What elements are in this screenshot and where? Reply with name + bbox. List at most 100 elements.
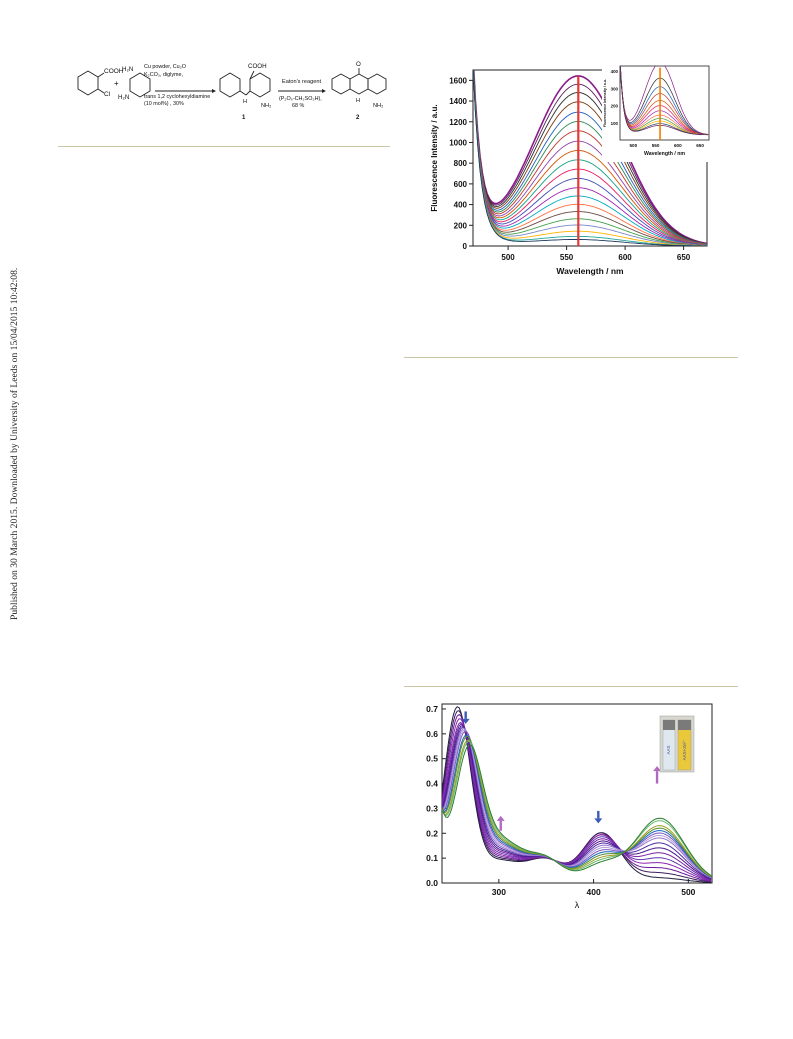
absorbance-series-line	[442, 723, 712, 880]
absorbance-series-group	[442, 706, 712, 883]
inset-y-tick-label: 400	[611, 69, 619, 74]
absorbance-series-line	[442, 744, 712, 876]
y-tick-label: 200	[454, 221, 468, 230]
product2-label: 2	[356, 115, 360, 121]
fluorescence-series-line	[473, 70, 707, 246]
plus-sign: +	[114, 79, 119, 88]
fluorescence-series-line	[473, 70, 707, 246]
reactant2-h2n-top: H₂N	[122, 66, 133, 73]
x-tick-label: 550	[560, 253, 574, 262]
inset-series-line	[620, 66, 709, 135]
inset-y-tick-label: 100	[611, 121, 619, 126]
y-tick-label: 400	[454, 201, 468, 210]
inset-series-line	[620, 66, 709, 135]
fluorescence-series-line	[473, 70, 707, 245]
product1-label: 1	[242, 115, 246, 121]
product2-nh2: NH₂	[373, 103, 383, 109]
product1-nh2: NH₂	[261, 103, 271, 109]
y-tick-label: 0.6	[426, 729, 438, 739]
x-tick-label: 600	[618, 253, 632, 262]
y-tick-label: 1200	[449, 118, 467, 127]
absorbance-chart: 3004005000.00.10.20.30.40.50.60.7λAbsorb…	[426, 703, 713, 910]
step1-line3: trans 1,2 cyclohexyldiamine	[144, 94, 210, 100]
x-tick-label: 650	[677, 253, 691, 262]
fluorescence-series-line	[473, 70, 707, 246]
inset-series-line	[620, 66, 709, 135]
absorbance-series-line	[442, 735, 712, 878]
inset-y-tick-label: 200	[611, 104, 619, 109]
reactant1-cooh: COOH	[104, 68, 124, 75]
step1-line4: (10 mol%) , 30%	[144, 101, 184, 107]
inset-series-line	[620, 66, 709, 136]
reaction-scheme: COOH Cl + H₂N H₂N Cu powder, Cu₂O K₂CO₃,…	[77, 61, 387, 121]
fluorescence-series-line	[473, 70, 707, 246]
down-arrow-icon	[461, 718, 470, 724]
fluorescence-series-line	[473, 70, 707, 245]
inset-y-tick-label: 300	[611, 86, 619, 91]
absorbance-series-line	[442, 734, 712, 878]
x-tick-label: 500	[681, 887, 695, 897]
y-tick-label: 1400	[449, 97, 467, 106]
step2-line2: (P₂O₅-CH₃SO₃H),	[279, 96, 322, 102]
fluorescence-series-group	[473, 70, 707, 246]
y-tick-label: 1600	[449, 76, 467, 85]
fluorescence-series-line	[473, 70, 707, 246]
fluorescence-series-line	[473, 70, 707, 245]
y-tick-label: 0.0	[426, 878, 438, 888]
y-tick-label: 800	[454, 159, 468, 168]
product-1-structure	[219, 70, 271, 98]
fluorescence-series-line	[473, 70, 707, 245]
fluorescence-series-line	[473, 70, 707, 246]
step2-line1: Eaton's reagent	[282, 79, 321, 85]
y-tick-label: 1000	[449, 138, 467, 147]
reactant-phenylenediamine	[129, 72, 151, 98]
vial-cap-left	[663, 720, 675, 730]
reactant2-h2n-bottom: H₂N	[118, 94, 129, 101]
fluorescence-chart: 500 550 600 650 0 200 400 600 800 1000 1200 1400 160…	[430, 62, 713, 276]
rule-left	[58, 146, 390, 147]
inset-series-line	[620, 66, 709, 136]
inset-series-line	[620, 66, 709, 135]
down-arrow-icon	[594, 818, 603, 824]
inset-y-axis-label: Fluorescence Intensity / a.u.	[603, 79, 607, 127]
product2-o: O	[356, 61, 361, 68]
up-arrow-icon	[496, 815, 505, 821]
product-2-structure	[331, 68, 387, 95]
inset-x-tick-label: 550	[652, 143, 660, 148]
fluorescence-series-line	[473, 70, 707, 245]
product2-nh: H	[356, 98, 360, 104]
step1-line1: Cu powder, Cu₂O	[144, 64, 186, 70]
fluorescence-series-line	[473, 70, 707, 246]
vial-label-aas-zn: AAS+Zn²⁺	[682, 739, 687, 760]
inset-x-tick-label: 650	[696, 143, 704, 148]
absorbance-series-line	[442, 729, 712, 878]
absorbance-series-line	[442, 721, 712, 881]
y-axis-label: Fluorescence Intensity / a.u.	[430, 104, 439, 211]
y-tick-label: 0.7	[426, 704, 438, 714]
absorbance-series-line	[442, 728, 712, 879]
inset-series-group	[620, 66, 709, 136]
x-tick-label: 500	[501, 253, 515, 262]
fluorescence-series-line	[473, 70, 707, 244]
fluorescence-series-line	[473, 70, 707, 245]
reactant1-cl: Cl	[104, 91, 111, 98]
rule-right-1	[404, 357, 738, 358]
publication-sidebar: Published on 30 March 2015. Downloaded b…	[4, 0, 20, 1039]
absorbance-series-line	[442, 718, 712, 882]
fluorescence-series-line	[473, 70, 707, 246]
absorbance-series-line	[442, 730, 712, 878]
fluorescence-series-line	[473, 70, 707, 245]
y-tick-label: 0.2	[426, 828, 438, 838]
fluorescence-series-line	[473, 70, 707, 246]
inset-x-tick-label: 600	[674, 143, 682, 148]
y-tick-label: 600	[454, 180, 468, 189]
product1-cooh: COOH	[248, 63, 267, 70]
x-axis-label: Wavelength / nm	[556, 266, 624, 276]
y-tick-label: 0.1	[426, 853, 438, 863]
up-arrow-icon	[653, 766, 662, 772]
x-tick-label: 400	[586, 887, 600, 897]
fluorescence-series-line	[473, 70, 707, 245]
reactant-chlorobenzoic-acid	[77, 70, 105, 96]
x-tick-label: 300	[492, 887, 506, 897]
absorbance-series-line	[442, 710, 712, 883]
